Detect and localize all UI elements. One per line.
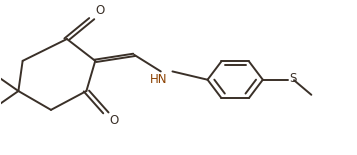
Text: O: O [95,4,105,18]
Text: S: S [290,73,297,85]
Text: HN: HN [150,73,168,86]
Text: O: O [110,114,119,127]
